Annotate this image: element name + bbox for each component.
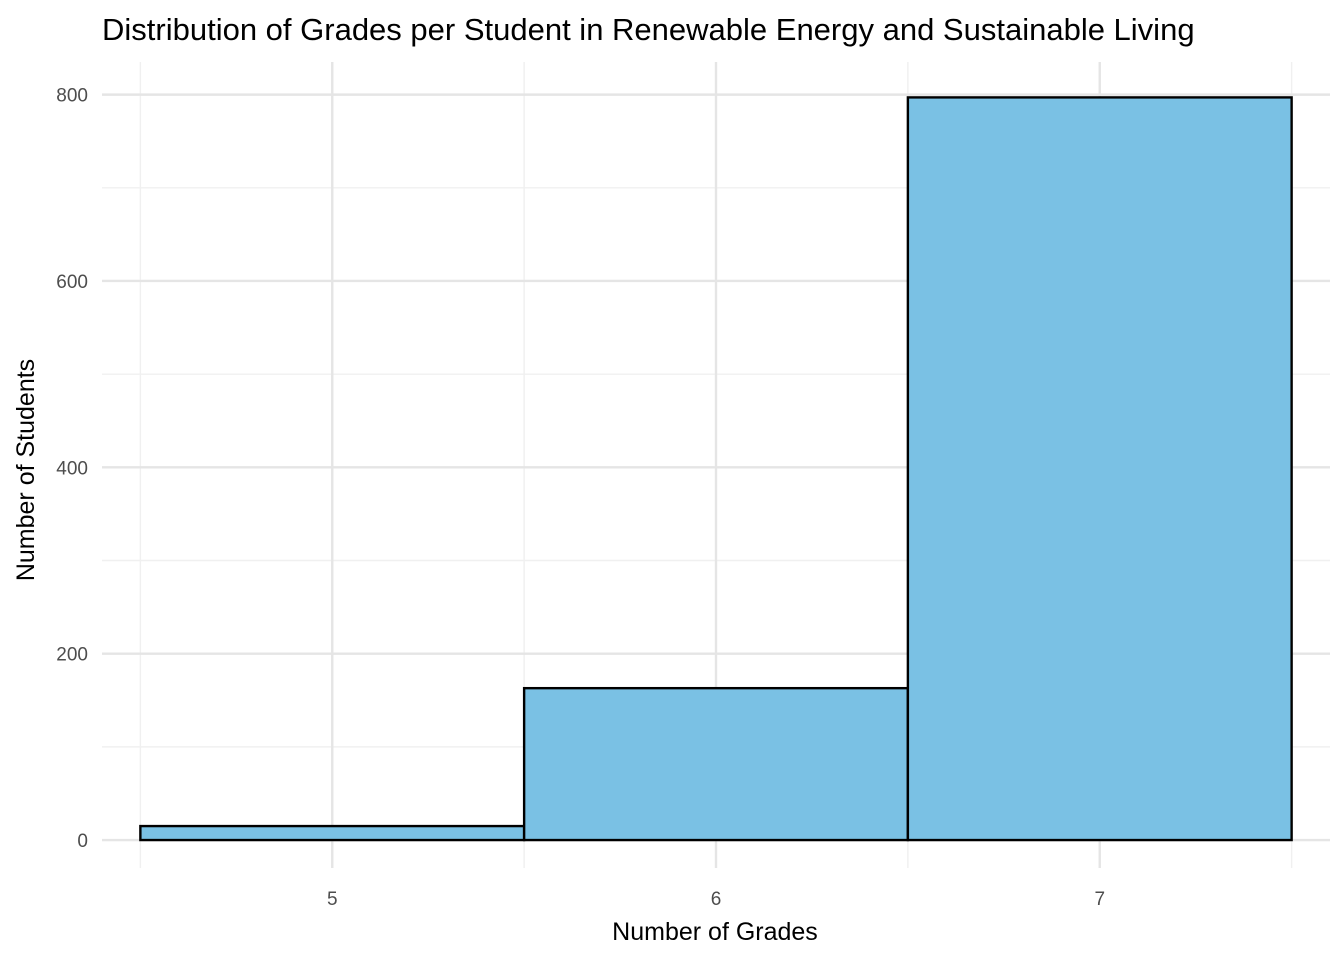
x-tick-label: 7 <box>1094 889 1105 910</box>
x-axis-ticks: 5 6 7 <box>327 889 1105 910</box>
histogram-bar <box>139 824 526 842</box>
x-tick-label: 5 <box>327 889 338 910</box>
y-axis-ticks: 0 200 400 600 800 <box>56 86 88 852</box>
y-tick-label: 0 <box>77 831 88 852</box>
y-axis-title: Number of Students <box>12 359 40 581</box>
bars <box>139 96 1293 842</box>
y-tick-label: 400 <box>56 458 88 479</box>
y-tick-label: 800 <box>56 86 88 107</box>
y-tick-label: 600 <box>56 272 88 293</box>
histogram-bar <box>906 96 1293 842</box>
x-axis-title: Number of Grades <box>612 918 818 946</box>
y-tick-label: 200 <box>56 645 88 666</box>
chart-title: Distribution of Grades per Student in Re… <box>102 12 1195 47</box>
histogram-bar <box>522 686 910 842</box>
x-tick-label: 6 <box>711 889 722 910</box>
